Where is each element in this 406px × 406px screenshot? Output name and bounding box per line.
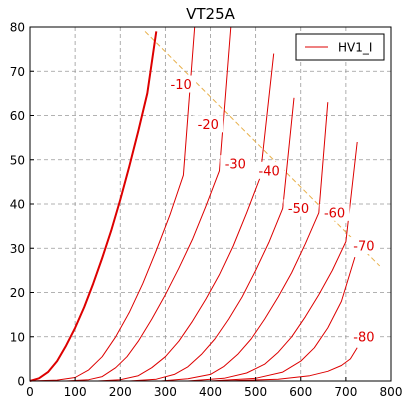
- annotation-bg: [283, 199, 314, 217]
- annotation-bg: [193, 115, 224, 133]
- series-line-minus-10: [29, 26, 196, 382]
- annotation-bg: [254, 161, 285, 179]
- x-tick-label: 800: [380, 385, 403, 399]
- y-tick-label: 70: [10, 65, 25, 79]
- x-tick-label: 700: [334, 385, 357, 399]
- x-tick-label: 300: [154, 385, 177, 399]
- grid-voltage-label: -40: [259, 164, 280, 179]
- grid-voltage-label: -60: [324, 206, 345, 221]
- x-tick-label: 600: [289, 385, 312, 399]
- series-line-minus-20: [66, 26, 232, 382]
- y-tick-label: 40: [10, 198, 25, 212]
- x-tick-label: 400: [199, 385, 222, 399]
- x-tick-label: 100: [64, 385, 87, 399]
- grid-voltage-label: -10: [171, 78, 192, 93]
- series-line-minus-80: [223, 347, 358, 382]
- y-tick-label: 50: [10, 153, 25, 167]
- grid-voltage-label: -70: [353, 240, 374, 255]
- x-tick-label: 200: [109, 385, 132, 399]
- y-tick-label: 0: [17, 375, 25, 389]
- annotation-bg: [166, 75, 197, 93]
- x-tick-label: 0: [26, 385, 34, 399]
- ticks-layer: 0 100 200 300 400 500 600 700 800 0 10 20 30 40 50 60 70…: [10, 21, 403, 400]
- series-line-minus-40: [129, 97, 295, 382]
- annotation-bg: [348, 237, 379, 255]
- y-tick-label: 30: [10, 242, 25, 256]
- annotation-layer: -10 -20 -30 -40 -50 -60 -70 -80: [166, 75, 379, 345]
- load-line: [144, 31, 381, 267]
- y-tick-label: 60: [10, 109, 25, 123]
- series-layer: [29, 26, 358, 382]
- legend: HV1_I: [295, 33, 385, 61]
- annotation-bg: [220, 155, 251, 173]
- legend-label: HV1_I: [338, 41, 372, 55]
- chart-title: VT25A: [186, 5, 236, 23]
- grid-voltage-label: -80: [353, 330, 374, 345]
- load-line-layer: [144, 31, 381, 267]
- y-tick-label: 20: [10, 286, 25, 300]
- annotation-bg: [319, 203, 350, 221]
- y-tick-label: 80: [10, 21, 25, 35]
- annotation-bg: [348, 327, 379, 345]
- x-tick-label: 500: [244, 385, 267, 399]
- y-tick-label: 10: [10, 330, 25, 344]
- grid-voltage-label: -20: [198, 118, 219, 133]
- series-line-minus-70: [210, 256, 356, 382]
- grid-voltage-label: -50: [288, 202, 309, 217]
- series-line-0: [29, 31, 158, 382]
- series-line-minus-30: [97, 53, 275, 382]
- grid-voltage-label: -30: [225, 158, 246, 173]
- series-line-minus-50: [160, 102, 329, 382]
- series-line-minus-60: [187, 141, 358, 382]
